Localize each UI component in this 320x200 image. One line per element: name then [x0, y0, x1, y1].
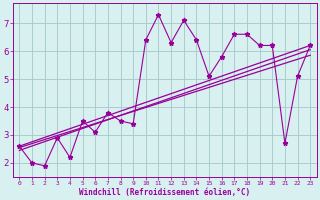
X-axis label: Windchill (Refroidissement éolien,°C): Windchill (Refroidissement éolien,°C) — [79, 188, 250, 197]
